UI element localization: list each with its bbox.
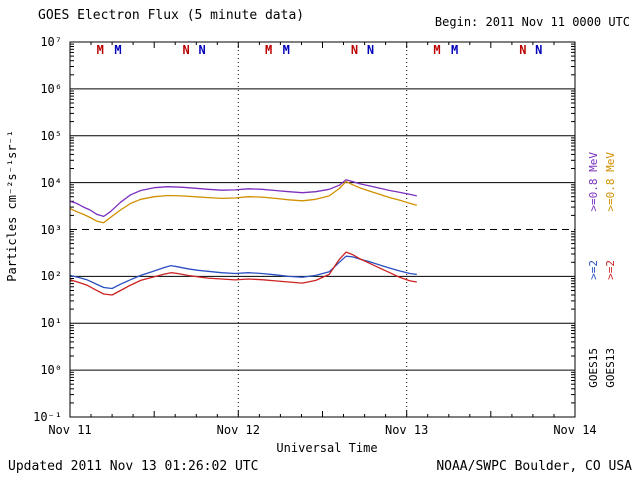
y-tick-label: 10⁶ [40,81,62,96]
legend-goes13-name: GOES13 [604,348,617,388]
noon-midnight-marker: N [519,43,527,57]
y-tick-label: 10⁻¹ [33,410,62,424]
legend-goes13-energy-high: >=2 [604,260,617,280]
noon-midnight-marker: M [96,43,104,57]
x-tick-label: Nov 14 [553,423,597,437]
source-attribution: NOAA/SWPC Boulder, CO USA [436,459,632,474]
noon-midnight-marker: M [114,43,122,57]
begin-timestamp: Begin: 2011 Nov 11 0000 UTC [434,15,630,29]
legend-goes15-name: GOES15 [587,348,600,388]
y-tick-label: 10⁵ [40,128,62,143]
y-tick-label: 10⁷ [40,35,62,49]
noon-midnight-marker: M [265,43,273,57]
noon-midnight-marker: M [282,43,290,57]
y-tick-label: 10⁰ [40,363,62,378]
x-axis-label: Universal Time [276,441,378,455]
noon-midnight-marker: N [198,43,206,57]
trace [69,251,417,296]
legend-goes15-energy-high: >=2 [587,260,600,280]
x-tick-label: Nov 13 [384,423,429,437]
y-tick-label: 10¹ [40,316,62,331]
y-tick-label: 10³ [40,222,62,237]
chart-title: GOES Electron Flux (5 minute data) [38,8,305,23]
noon-midnight-marker: N [350,43,359,57]
updated-timestamp: Updated 2011 Nov 13 01:26:02 UTC [8,459,259,474]
y-tick-label: 10² [40,269,62,284]
trace [69,180,417,224]
x-tick-label: Nov 11 [48,423,92,437]
y-axis-label: Particles cm⁻²s⁻¹sr⁻¹ [5,130,19,282]
noon-midnight-marker: N [535,43,543,57]
noon-midnight-marker: M [433,43,441,57]
y-tick-label: 10⁴ [40,175,62,190]
legend-goes13-energy-low: >=0.8 MeV [604,152,617,212]
noon-midnight-marker: N [182,43,190,57]
trace [69,179,417,218]
noon-midnight-marker: N [366,43,375,57]
noon-midnight-marker: M [451,43,459,57]
legend-goes15-energy-low: >=0.8 MeV [587,152,600,212]
x-tick-label: Nov 12 [216,423,260,437]
